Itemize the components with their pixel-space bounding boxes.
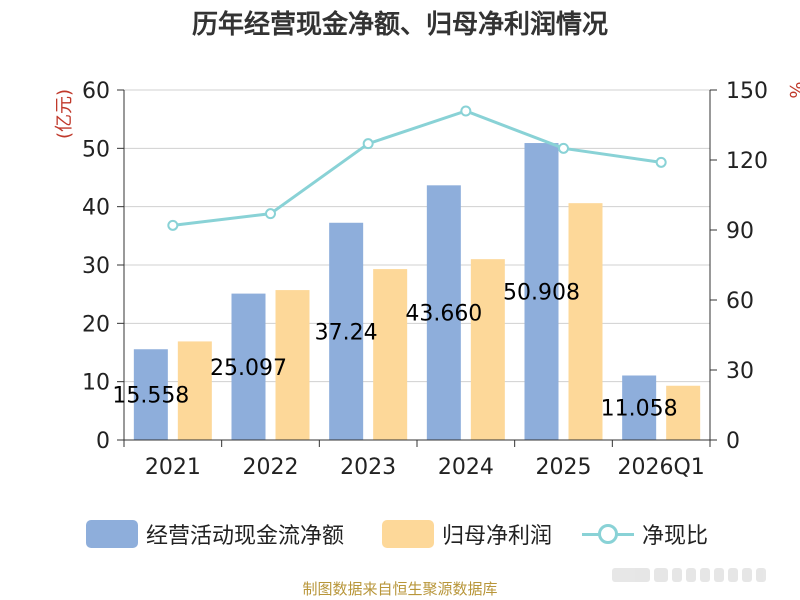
right-tick-label: 60 (726, 289, 754, 314)
right-tick-label: 150 (726, 79, 768, 104)
point-ratio (558, 142, 569, 154)
left-tick-label: 10 (82, 371, 110, 396)
legend-item-cash-flow[interactable]: 经营活动现金流净额 (86, 518, 344, 550)
point-ratio (167, 219, 179, 231)
point-ratio (460, 105, 472, 117)
bar-net-profit (177, 341, 212, 440)
point-ratio (265, 208, 276, 220)
legend-label-cash-flow: 经营活动现金流净额 (146, 524, 345, 549)
bar-cash-flow (231, 293, 266, 440)
left-tick-label: 0 (96, 429, 110, 454)
bar-cash-flow (329, 222, 364, 440)
bar-net-profit (275, 290, 310, 440)
bar-net-profit (666, 385, 701, 440)
bar-net-profit (470, 259, 505, 440)
left-tick-label: 60 (82, 79, 110, 104)
legend-item-ratio[interactable]: 净现比 (582, 518, 708, 550)
point-ratio (655, 156, 667, 168)
legend-label-net-profit: 归母净利润 (442, 524, 553, 549)
left-tick-label: 50 (82, 137, 110, 162)
x-tick-label: 2026Q1 (618, 455, 705, 480)
left-tick-label: 30 (82, 254, 110, 279)
line-ratio (172, 109, 662, 227)
left-tick-label: 40 (82, 196, 110, 221)
bar-cash-flow (133, 349, 168, 440)
right-tick-label: 30 (726, 359, 754, 384)
right-tick-label: 120 (726, 149, 768, 174)
x-tick-label: 2022 (243, 455, 299, 480)
left-tick-label: 20 (82, 312, 110, 337)
x-tick-label: 2021 (145, 455, 201, 480)
data-label-cash-flow: 25.097 (210, 356, 287, 381)
data-label-cash-flow: 50.908 (503, 281, 580, 306)
point-ratio (362, 138, 374, 150)
data-label-cash-flow: 15.558 (112, 384, 189, 409)
left-axis-unit: (亿元) (54, 89, 75, 139)
right-axis-unit: % (785, 81, 800, 98)
right-tick-label: 90 (726, 219, 754, 244)
bar-cash-flow (524, 143, 559, 440)
legend-item-net-profit[interactable]: 归母净利润 (382, 518, 552, 550)
legend-swatch-cash-flow (86, 520, 138, 548)
data-label-cash-flow: 43.660 (405, 302, 482, 327)
x-tick-label: 2023 (340, 455, 396, 480)
legend-swatch-ratio (582, 520, 634, 548)
legend-label-ratio: 净现比 (642, 524, 709, 549)
x-tick-label: 2024 (438, 455, 494, 480)
bar-cash-flow (622, 375, 657, 440)
legend-swatch-net-profit (382, 520, 434, 548)
bar-net-profit (373, 269, 408, 440)
watermark-logo (612, 566, 782, 584)
bar-cash-flow (426, 185, 461, 440)
source-note: 制图数据来自恒生聚源数据库 (302, 580, 498, 598)
x-tick-label: 2025 (536, 455, 592, 480)
right-tick-label: 0 (726, 429, 740, 454)
data-label-cash-flow: 11.058 (601, 397, 678, 422)
data-label-cash-flow: 37.24 (315, 320, 378, 345)
chart-title: 历年经营现金净额、归母净利润情况 (191, 10, 608, 40)
bar-net-profit (568, 203, 603, 440)
